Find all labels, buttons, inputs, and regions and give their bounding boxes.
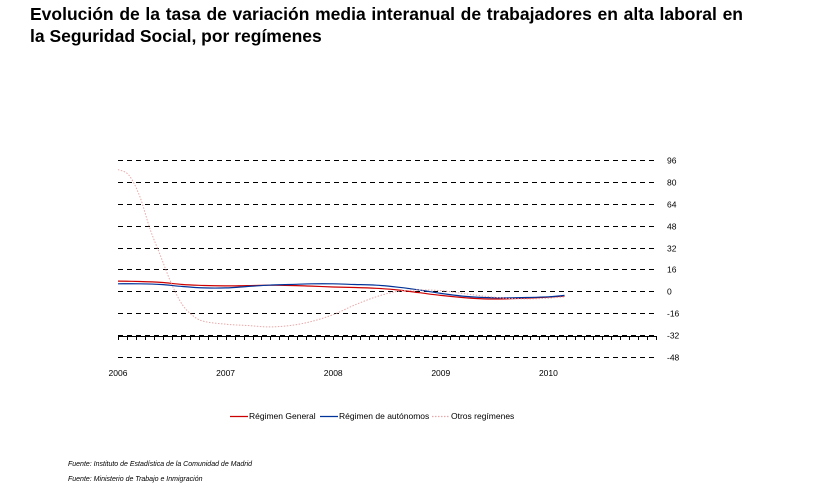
x-tick-label: 2008	[324, 368, 343, 378]
series-lines	[117, 169, 565, 328]
y-tick-label: 64	[667, 200, 677, 210]
legend-label: Régimen General	[249, 411, 316, 421]
series-line	[117, 169, 565, 328]
y-tick-label: 80	[667, 178, 677, 188]
y-tick-label: -32	[667, 331, 680, 341]
series-line	[117, 283, 565, 299]
y-tick-label: -16	[667, 309, 680, 319]
y-tick-label: 48	[667, 222, 677, 232]
x-tick-label: 2010	[539, 368, 558, 378]
x-tick-label: 2007	[216, 368, 235, 378]
x-tick-label: 2009	[431, 368, 450, 378]
x-axis	[118, 336, 657, 340]
legend-label: Régimen de autónomos	[339, 411, 429, 421]
x-axis-labels: 2006 2007 2008 2009 2010	[109, 368, 559, 378]
y-tick-label: 32	[667, 244, 677, 254]
series-line	[117, 280, 565, 300]
y-tick-label: 96	[667, 156, 677, 166]
legend: Régimen General Régimen de autónomos Otros…	[230, 411, 514, 421]
source-note-1: Fuente: Instituto de Estadística de la C…	[68, 461, 253, 468]
y-tick-label: 16	[667, 265, 677, 275]
y-tick-label: 0	[667, 287, 672, 297]
y-tick-label: -48	[667, 353, 680, 363]
gridlines	[118, 160, 656, 358]
source-note-2: Fuente: Ministerio de Trabajo e Inmigrac…	[68, 476, 203, 483]
y-axis-labels: 96 80 64 48 32 16 0 -16 -32 -48	[667, 156, 680, 363]
legend-label: Otros regímenes	[451, 411, 514, 421]
chart-title: Evolución de la tasa de variación media …	[30, 4, 743, 46]
x-tick-label: 2006	[109, 368, 128, 378]
